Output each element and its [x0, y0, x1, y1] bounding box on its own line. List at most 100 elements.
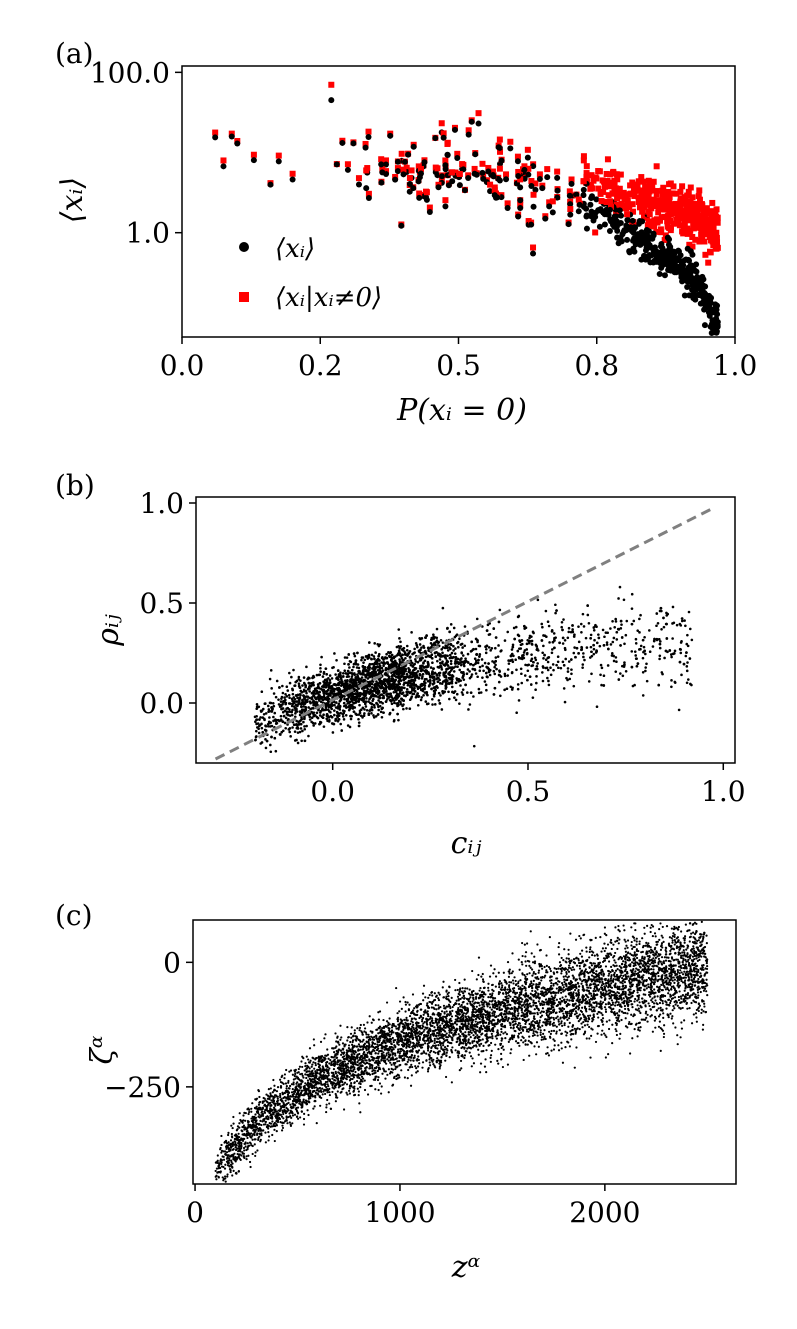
data-point — [353, 654, 357, 658]
data-point — [253, 715, 257, 719]
data-point — [336, 705, 340, 708]
data-point — [446, 649, 450, 652]
data-point-conditional — [713, 217, 720, 224]
data-point — [357, 724, 361, 728]
data-point — [405, 648, 409, 652]
data-point — [369, 674, 372, 677]
data-point — [402, 707, 405, 711]
panel-b: (b) 0.0 0.5 1.0 0.00.51.0 cᵢⱼ ρᵢⱼ — [55, 469, 746, 861]
data-point — [490, 1032, 493, 1035]
data-point — [486, 623, 490, 627]
data-point — [459, 661, 463, 664]
data-point-conditional — [712, 230, 719, 237]
data-point-mean — [710, 318, 717, 325]
data-point — [465, 691, 469, 694]
data-point — [537, 1045, 540, 1048]
data-point — [495, 1037, 498, 1040]
data-point — [418, 643, 422, 646]
data-point — [369, 671, 372, 675]
data-point — [352, 705, 355, 709]
data-point — [265, 739, 269, 743]
data-point — [321, 698, 325, 702]
data-point-conditional — [613, 171, 620, 178]
data-point — [614, 620, 618, 623]
data-point — [494, 636, 498, 639]
data-point — [271, 708, 274, 711]
data-point-conditional — [679, 228, 686, 235]
data-point-conditional — [655, 205, 662, 212]
data-point — [601, 1029, 604, 1032]
data-point-conditional — [690, 212, 697, 219]
data-point — [283, 709, 287, 713]
data-point-mean — [662, 258, 669, 265]
data-point — [658, 654, 662, 658]
data-point — [600, 683, 603, 687]
data-point-conditional — [705, 228, 712, 235]
data-point — [655, 637, 659, 641]
data-point — [477, 644, 481, 648]
data-point — [293, 730, 297, 733]
data-point — [403, 653, 407, 656]
data-point — [476, 639, 479, 642]
data-point-conditional — [546, 199, 553, 206]
data-point-conditional — [583, 163, 590, 170]
data-point — [405, 707, 408, 710]
data-point — [317, 673, 321, 677]
data-point — [677, 999, 681, 1002]
data-point — [612, 654, 615, 658]
data-point — [419, 666, 423, 670]
data-point-conditional — [675, 200, 682, 207]
data-point-conditional — [613, 201, 620, 208]
data-point — [382, 658, 385, 661]
data-point — [457, 645, 460, 649]
data-point — [617, 924, 620, 928]
data-point — [631, 1006, 634, 1009]
data-point-conditional — [665, 217, 672, 224]
data-point — [318, 722, 321, 726]
data-point — [318, 714, 322, 717]
data-point-mean — [618, 212, 625, 219]
data-point — [672, 652, 675, 656]
data-point — [285, 685, 289, 689]
data-point — [633, 683, 636, 687]
data-point — [589, 633, 593, 637]
data-point — [531, 664, 535, 667]
data-point — [325, 717, 329, 721]
data-point — [374, 690, 378, 694]
data-point — [678, 660, 682, 664]
data-point-conditional — [674, 207, 681, 214]
data-point — [503, 674, 507, 678]
legend-label-conditional: ⟨xᵢ|xᵢ≠0⟩ — [275, 283, 382, 313]
data-point — [472, 1062, 476, 1065]
data-point — [413, 668, 416, 672]
data-point — [634, 997, 637, 1001]
data-point — [360, 676, 364, 679]
data-point — [431, 661, 434, 664]
data-point-conditional — [544, 166, 551, 173]
data-point — [461, 688, 465, 691]
data-point — [432, 682, 435, 686]
data-point — [523, 627, 526, 630]
data-point — [266, 724, 270, 728]
data-point — [425, 692, 429, 696]
data-point — [458, 637, 461, 641]
data-point-conditional — [220, 157, 227, 164]
data-point-mean — [530, 203, 537, 210]
data-point — [436, 641, 440, 644]
data-point — [487, 646, 491, 649]
data-point-conditional — [689, 243, 696, 250]
data-point — [473, 668, 477, 671]
data-point-conditional — [696, 196, 703, 203]
data-point — [660, 627, 663, 631]
data-point — [500, 1030, 503, 1033]
data-point — [350, 695, 354, 698]
data-point-conditional — [575, 196, 582, 203]
data-point — [387, 682, 390, 686]
data-point — [416, 703, 420, 707]
data-point — [336, 683, 339, 687]
data-point — [516, 615, 520, 619]
data-point-mean — [530, 163, 537, 170]
data-point — [422, 683, 425, 687]
data-point — [645, 679, 649, 683]
data-point — [644, 666, 647, 669]
